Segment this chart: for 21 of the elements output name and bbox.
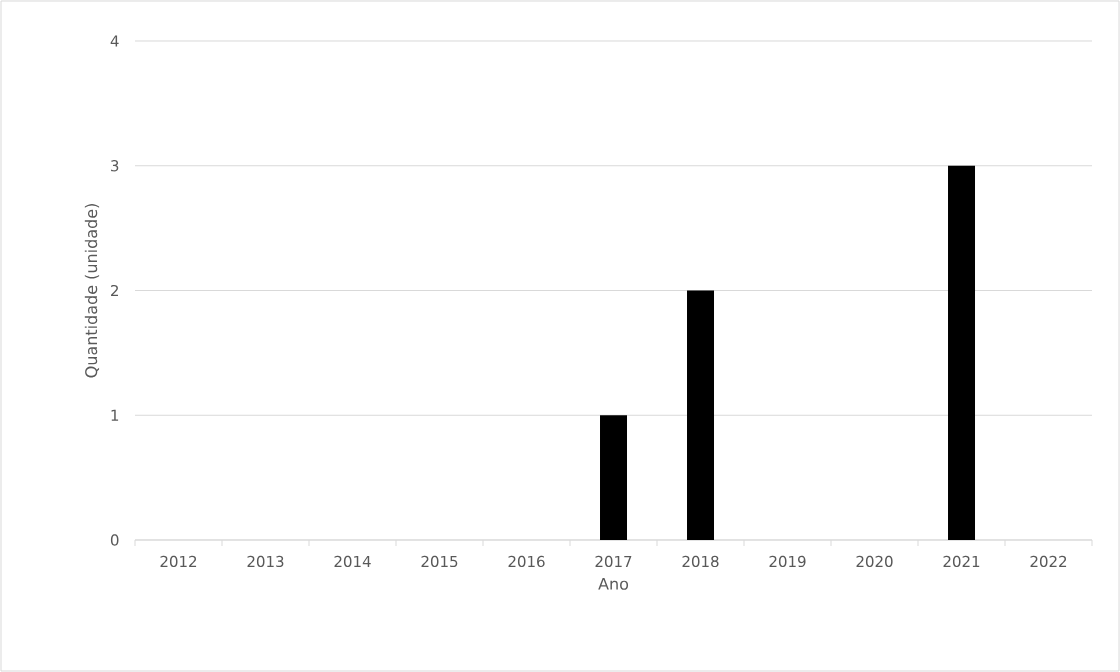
y-tick-label: 0: [110, 534, 119, 546]
x-tick-label: 2020: [856, 555, 893, 568]
y-tick-label: 1: [111, 409, 119, 421]
x-tick-label: 2019: [769, 555, 806, 568]
x-tick-label: 2021: [943, 555, 980, 568]
x-tick-label: 2022: [1030, 555, 1067, 568]
y-tick-label: 2: [111, 284, 118, 297]
x-tick-label: 2016: [508, 555, 545, 568]
y-tick-label: 3: [111, 160, 119, 172]
x-tick-label: 2017: [595, 555, 632, 568]
x-tick-label: 2013: [247, 555, 284, 568]
x-tick-label: 2015: [421, 555, 458, 568]
bar: [600, 415, 628, 540]
y-tick-label: 4: [110, 35, 119, 47]
bar: [948, 165, 976, 540]
x-tick-label: 2014: [334, 555, 371, 568]
bar: [687, 290, 715, 540]
x-tick-label: 2012: [160, 555, 197, 568]
x-tick-label: 2018: [682, 555, 719, 568]
y-axis-title: Quantidade (unidade): [84, 204, 100, 378]
x-axis-title: Ano: [598, 577, 629, 590]
